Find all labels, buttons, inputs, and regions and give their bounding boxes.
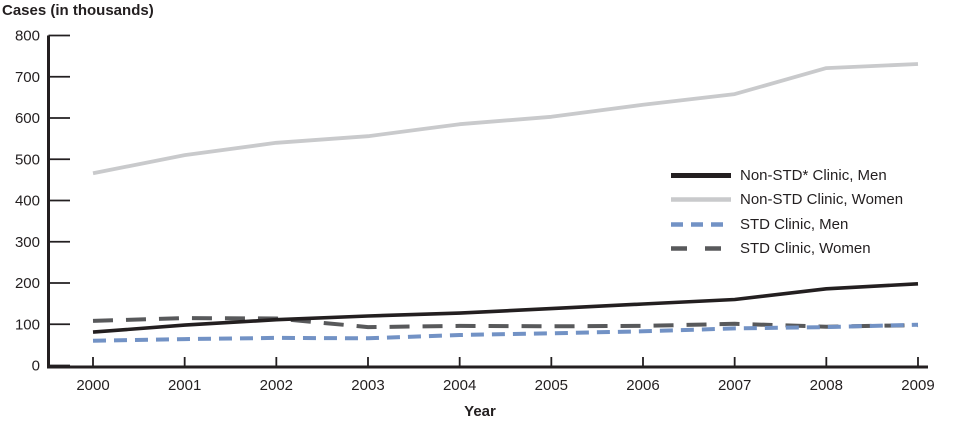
legend-item: Non-STD* Clinic, Men: [670, 163, 903, 188]
y-tick-label: 300: [15, 234, 40, 251]
x-tick-label: 2006: [626, 377, 659, 394]
legend-label: STD Clinic, Men: [740, 215, 849, 233]
y-tick-label: 100: [15, 316, 40, 333]
x-tick-label: 2003: [351, 377, 384, 394]
legend-label: STD Clinic, Women: [740, 240, 871, 258]
y-tick-label: 600: [15, 110, 40, 127]
x-tick-label: 2007: [718, 377, 751, 394]
series-line-3: [92, 316, 919, 330]
axes: [47, 35, 928, 369]
y-tick-label: 0: [32, 358, 40, 375]
x-tick-label: 2002: [260, 377, 293, 394]
x-tick-label: 2004: [443, 377, 476, 394]
legend: Non-STD* Clinic, Men Non-STD Clinic, Wom…: [670, 163, 903, 261]
legend-label: Non-STD Clinic, Women: [740, 191, 904, 209]
y-tick-label: 500: [15, 151, 40, 168]
y-tick-label: 700: [15, 69, 40, 86]
legend-line-swatch: [671, 197, 731, 202]
x-tick-label: 2008: [810, 377, 843, 394]
x-tick-label: 2005: [535, 377, 568, 394]
legend-line-swatch: [671, 246, 731, 251]
legend-label: Non-STD* Clinic, Men: [740, 166, 887, 184]
x-axis-title: Year: [464, 403, 496, 420]
y-tick-label: 800: [15, 28, 40, 45]
legend-item: STD Clinic, Men: [670, 212, 903, 237]
x-tick-label: 2001: [168, 377, 201, 394]
legend-line-swatch: [671, 222, 731, 227]
legend-line-swatch: [671, 172, 731, 178]
legend-item: STD Clinic, Women: [670, 237, 903, 262]
y-tick-label: 200: [15, 275, 40, 292]
series-line-0: [92, 282, 919, 334]
x-tick-label: 2009: [901, 377, 934, 394]
chart-title: Cases (in thousands): [2, 2, 154, 19]
series-line-2: [92, 322, 919, 343]
legend-item: Non-STD Clinic, Women: [670, 188, 903, 213]
y-tick-label: 400: [15, 193, 40, 210]
x-tick-label: 2000: [76, 377, 109, 394]
series-line-1: [92, 62, 919, 176]
